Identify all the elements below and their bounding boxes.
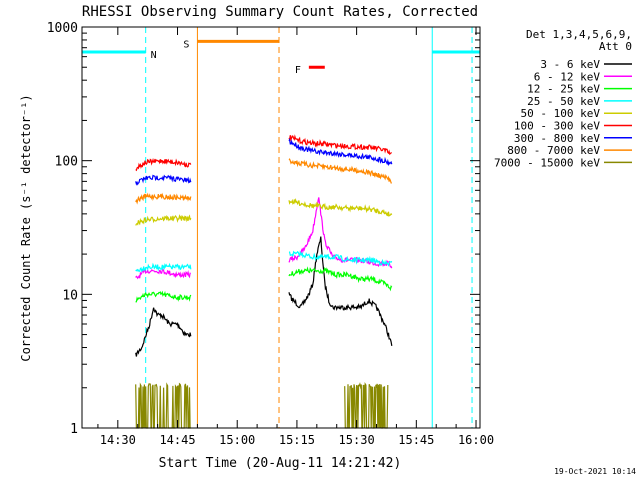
series-3-segment-1 (288, 250, 393, 267)
series-0-segment-0 (135, 307, 192, 357)
series-6-segment-1 (288, 137, 393, 167)
plot-frame (81, 26, 481, 429)
x-tick-label-1: 14:45 (159, 433, 195, 447)
legend-label-6: 300 - 800 keV (514, 132, 600, 145)
y-axis-label: Corrected Count Rate (s⁻¹ detector⁻¹) (19, 94, 33, 361)
state-bar-label-2: S (183, 39, 189, 50)
x-tick-label-4: 15:30 (339, 433, 375, 447)
series-6 (135, 137, 393, 186)
series-5-segment-1 (288, 134, 392, 156)
state-bar-label-0: N (151, 50, 157, 61)
series-1-segment-1 (288, 197, 393, 269)
series-2-segment-0 (135, 290, 192, 303)
series-7 (135, 158, 392, 205)
legend-label-7: 800 - 7000 keV (507, 144, 600, 157)
legend-header-0: Det 1,3,4,5,6,9, (526, 28, 632, 41)
series-4-segment-1 (288, 198, 393, 217)
legend-label-3: 25 - 50 keV (527, 95, 600, 108)
axes: 14:30 14:45 15:00 15:15 15:30 15:45 16:00 1 10 10… (47, 21, 494, 447)
legend-label-8: 7000 - 15000 keV (494, 156, 600, 169)
series-7-segment-0 (135, 192, 192, 205)
x-tick-label-3: 15:15 (279, 433, 315, 447)
legend-header-1: Att 0 (599, 40, 632, 53)
series-6-segment-0 (135, 174, 192, 186)
series-0-segment-1 (288, 236, 393, 347)
footer-timestamp: 19-Oct-2021 10:14 (554, 467, 636, 476)
x-axis-label: Start Time (20-Aug-11 14:21:42) (159, 456, 402, 471)
series-2-segment-1 (288, 266, 393, 292)
legend-label-4: 50 - 100 keV (521, 107, 601, 120)
y-tick-label-1: 10 (62, 288, 78, 303)
series-3-segment-0 (135, 262, 192, 273)
series-3 (135, 250, 393, 273)
series-4-segment-0 (135, 214, 192, 226)
series-5 (135, 134, 392, 172)
legend-label-1: 6 - 12 keV (534, 70, 601, 83)
legend-label-2: 12 - 25 keV (527, 83, 600, 96)
y-tick-label-2: 100 (55, 155, 78, 170)
series-4 (135, 198, 393, 226)
y-tick-label-3: 1000 (47, 21, 78, 36)
series-5-segment-0 (135, 157, 192, 172)
chart-title: RHESSI Observing Summary Count Rates, Co… (82, 4, 478, 20)
series-0 (135, 236, 393, 357)
state-bar-label-3: F (295, 65, 301, 76)
plot-area: N S F (82, 27, 480, 429)
series-7-segment-1 (288, 158, 392, 184)
series-8-segment-1 (344, 381, 389, 429)
x-tick-label-5: 15:45 (398, 433, 434, 447)
y-tick-label-0: 1 (70, 422, 78, 437)
series-2 (135, 266, 393, 303)
x-tick-label-0: 14:30 (100, 433, 136, 447)
x-tick-label-6: 16:00 (458, 433, 494, 447)
legend-label-5: 100 - 300 keV (514, 120, 600, 133)
x-tick-label-2: 15:00 (219, 433, 255, 447)
legend-label-0: 3 - 6 keV (540, 58, 600, 71)
